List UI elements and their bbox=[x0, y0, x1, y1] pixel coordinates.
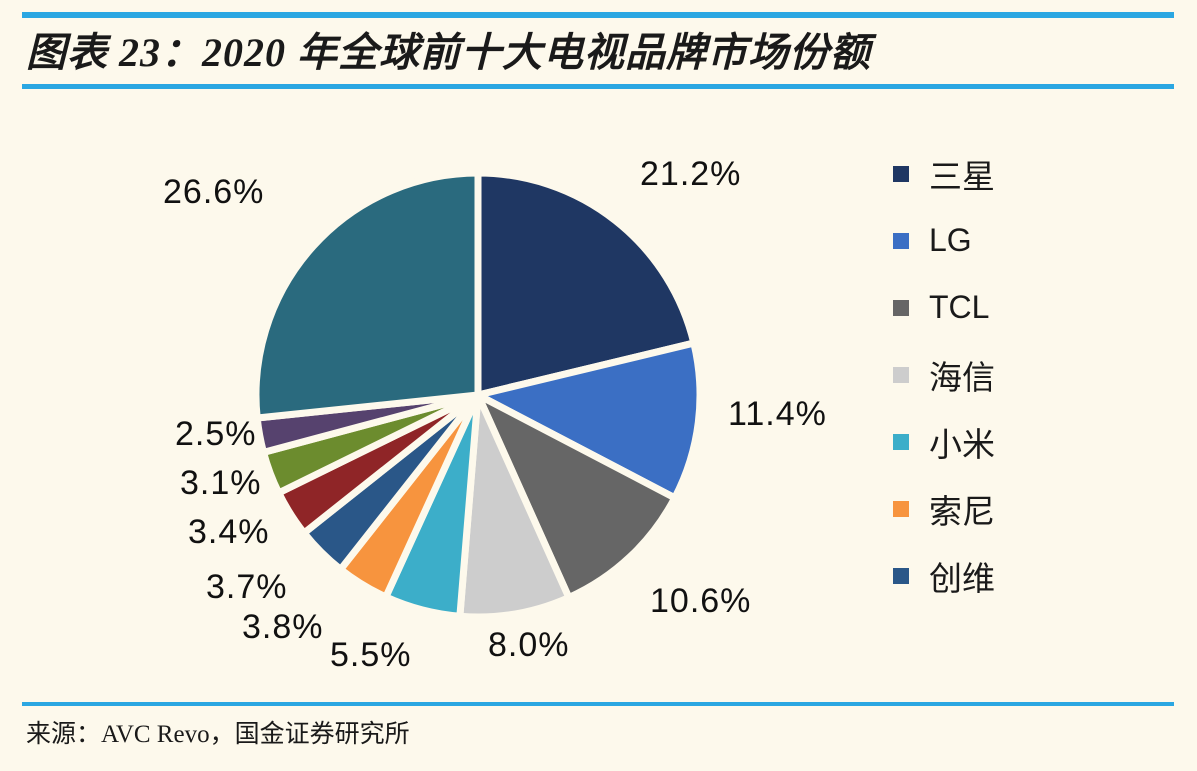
pie-slice[interactable] bbox=[456, 391, 573, 621]
legend-item-label: 小米 bbox=[929, 427, 995, 464]
source-rule bbox=[22, 702, 1174, 706]
pie-slice[interactable] bbox=[474, 339, 704, 502]
legend-swatch-icon bbox=[893, 299, 909, 316]
legend-swatch-icon bbox=[893, 366, 909, 383]
pie-slice[interactable] bbox=[474, 169, 698, 399]
pie-slice-group bbox=[252, 169, 704, 621]
legend-item-label: 创维 bbox=[929, 561, 995, 598]
legend-swatch-icon bbox=[893, 165, 909, 182]
legend-item[interactable]: 创维 bbox=[893, 542, 1163, 609]
pie-chart-plot-area: 21.2% 11.4% 10.6% 8.0% 5.5% 3.8% 3.7% 3.4% 3.1% 2… bbox=[0, 95, 880, 695]
legend-item[interactable]: LG bbox=[893, 207, 1163, 274]
pie-data-label: 3.4% bbox=[188, 513, 270, 551]
pie-data-label: 11.4% bbox=[728, 395, 827, 433]
pie-chart-svg bbox=[252, 169, 704, 621]
pie-data-label: 2.5% bbox=[175, 415, 257, 453]
legend-swatch-icon bbox=[893, 232, 909, 249]
pie-data-label: 3.8% bbox=[242, 608, 324, 646]
pie-slice[interactable] bbox=[252, 169, 482, 422]
pie-data-label: 21.2% bbox=[640, 155, 742, 193]
title-rule-top bbox=[22, 12, 1174, 18]
legend-item[interactable]: 小米 bbox=[893, 408, 1163, 475]
chart-legend: 三星 LG TCL 海信小米索尼创维 bbox=[893, 140, 1163, 609]
pie-slice[interactable] bbox=[474, 391, 679, 602]
pie-data-label: 3.1% bbox=[180, 464, 262, 502]
pie-data-label: 8.0% bbox=[488, 626, 570, 664]
legend-item[interactable]: TCL bbox=[893, 274, 1163, 341]
legend-item-label: LG bbox=[929, 222, 972, 258]
title-rule-bottom bbox=[22, 84, 1174, 89]
legend-item-label: TCL bbox=[929, 289, 990, 325]
source-note: 来源：AVC Revo，国金证券研究所 bbox=[26, 721, 410, 748]
legend-swatch-icon bbox=[893, 433, 909, 450]
pie-data-label: 10.6% bbox=[650, 582, 752, 620]
legend-item[interactable]: 三星 bbox=[893, 140, 1163, 207]
pie-data-label: 26.6% bbox=[163, 173, 265, 211]
legend-item-label: 海信 bbox=[929, 360, 995, 397]
legend-swatch-icon bbox=[893, 500, 909, 517]
pie-data-label: 5.5% bbox=[330, 636, 412, 674]
legend-item[interactable]: 索尼 bbox=[893, 475, 1163, 542]
legend-item-label: 索尼 bbox=[929, 494, 995, 531]
legend-swatch-icon bbox=[893, 567, 909, 584]
legend-item-label: 三星 bbox=[929, 159, 995, 196]
pie-data-label: 3.7% bbox=[206, 568, 288, 606]
legend-item[interactable]: 海信 bbox=[893, 341, 1163, 408]
page-title: 图表 23：2020 年全球前十大电视品牌市场份额 bbox=[26, 30, 871, 75]
